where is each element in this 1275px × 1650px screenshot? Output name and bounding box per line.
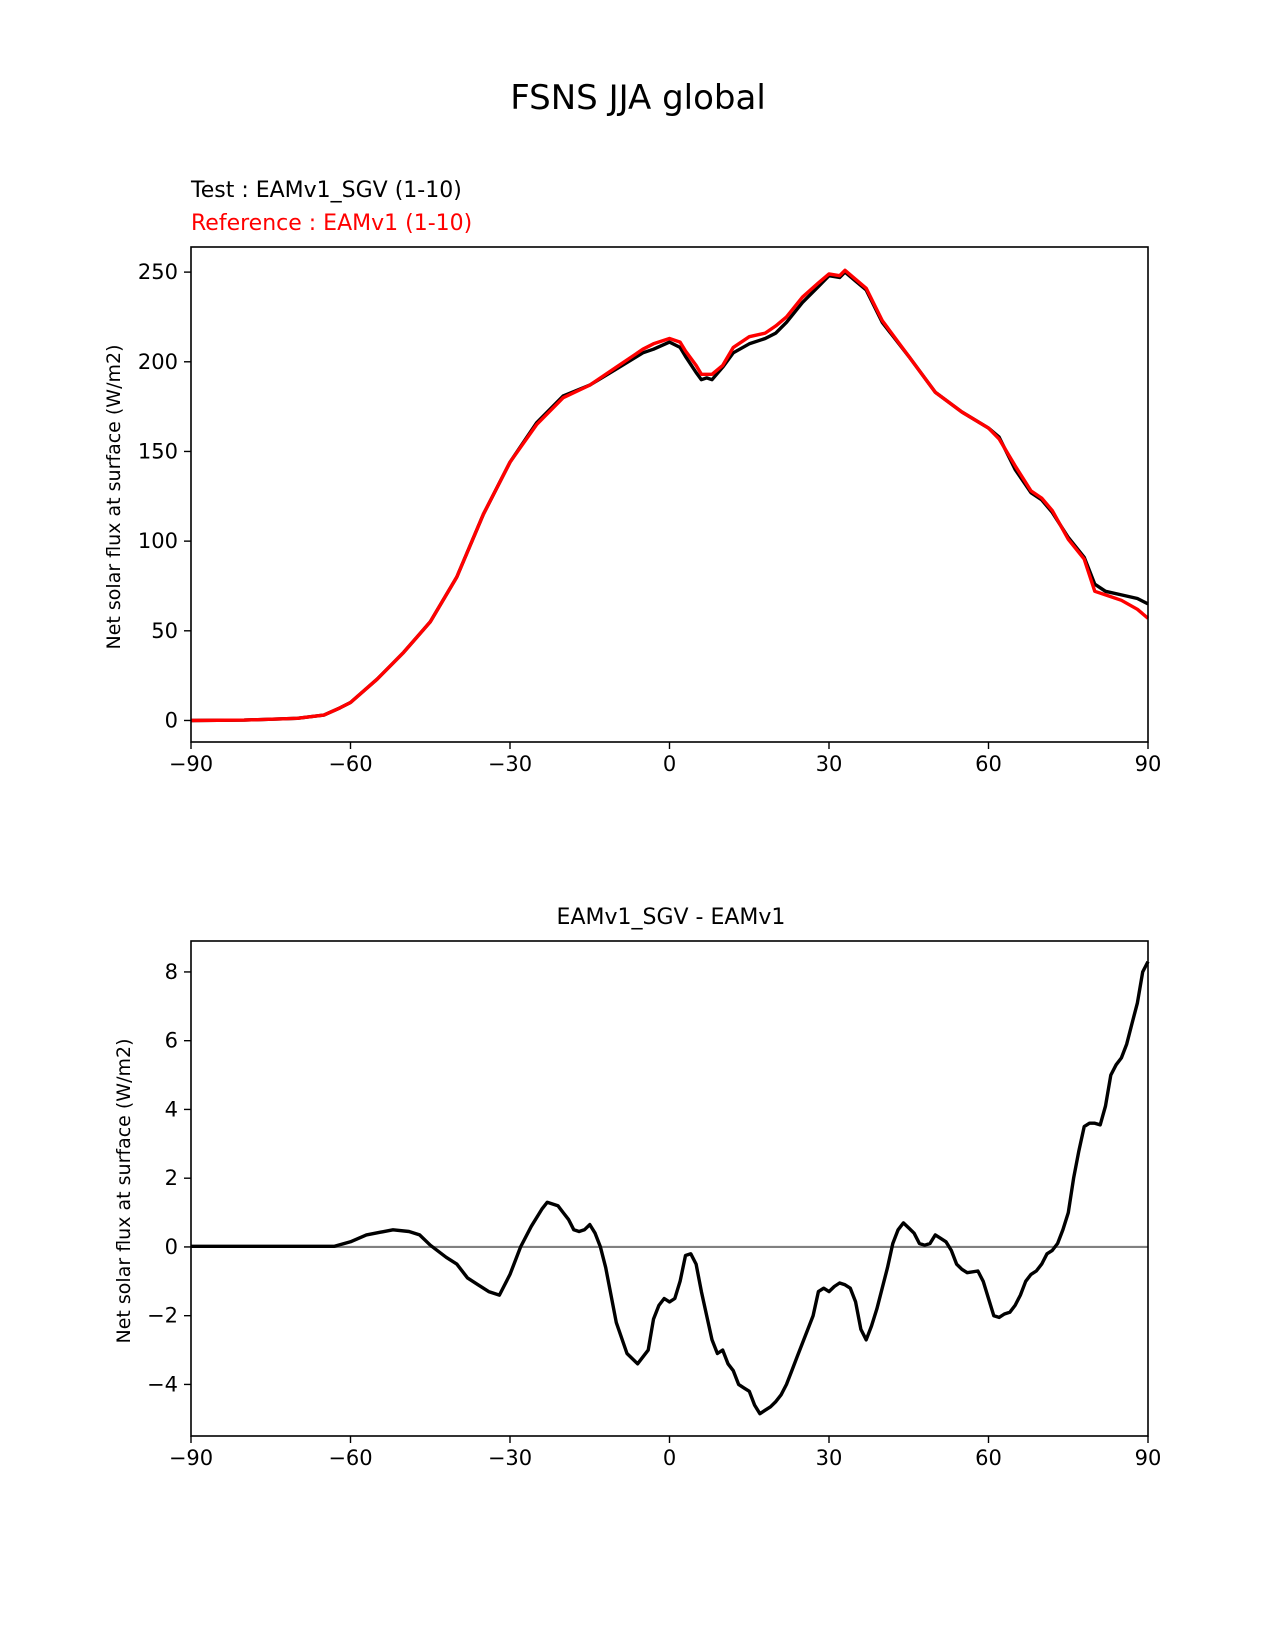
bottom-chart: EAMv1_SGV - EAMv1 Net solar flux at surf…	[113, 905, 1161, 1470]
bottom-y-tick-label: −4	[147, 1372, 178, 1396]
bottom-y-tick-label: −2	[147, 1304, 178, 1328]
bottom-y-tick-label: 6	[165, 1029, 178, 1053]
top-x-tick-label: 30	[816, 752, 843, 776]
top-x-tick-label: 0	[663, 752, 676, 776]
top-y-tick-label: 0	[165, 708, 178, 732]
top-y-tick-label: 200	[138, 350, 178, 374]
reference-series-line	[190, 268, 1150, 723]
bottom-x-tick-label: 60	[975, 1446, 1002, 1470]
bottom-x-tick-label: −60	[328, 1446, 372, 1470]
bottom-y-tick-label: 8	[165, 960, 178, 984]
top-axes-frame	[190, 246, 1149, 743]
bottom-x-tick-label: 90	[1135, 1446, 1162, 1470]
bottom-x-tick-label: 0	[663, 1446, 676, 1470]
top-x-tick-label: 90	[1135, 752, 1162, 776]
top-x-tick-label: −60	[328, 752, 372, 776]
bottom-y-tick-label: 4	[165, 1097, 178, 1121]
legend-reference-label: Reference : EAMv1 (1-10)	[191, 211, 472, 236]
figure-title: FSNS JJA global	[510, 78, 766, 118]
bottom-axes-frame	[190, 940, 1149, 1437]
legend-test-label: Test : EAMv1_SGV (1-10)	[190, 178, 462, 203]
top-y-tick-label: 150	[138, 439, 178, 463]
bottom-y-tick-label: 0	[165, 1235, 178, 1259]
difference-series-line	[191, 960, 1150, 1416]
bottom-y-axis-label: Net solar flux at surface (W/m2)	[113, 1039, 135, 1344]
top-x-tick-label: −30	[488, 752, 532, 776]
top-y-axis-label: Net solar flux at surface (W/m2)	[103, 345, 125, 650]
top-x-tick-label: −90	[169, 752, 213, 776]
bottom-x-tick-label: −30	[488, 1446, 532, 1470]
bottom-y-tick-label: 2	[165, 1166, 178, 1190]
top-y-tick-label: 100	[138, 529, 178, 553]
bottom-x-tick-label: −90	[169, 1446, 213, 1470]
bottom-x-tick-label: 30	[816, 1446, 843, 1470]
top-y-tick-label: 250	[138, 260, 178, 284]
top-chart: Test : EAMv1_SGV (1-10) Reference : EAMv…	[103, 178, 1161, 776]
top-y-tick-label: 50	[151, 619, 178, 643]
bottom-chart-title: EAMv1_SGV - EAMv1	[557, 905, 786, 930]
top-x-tick-label: 60	[975, 752, 1002, 776]
